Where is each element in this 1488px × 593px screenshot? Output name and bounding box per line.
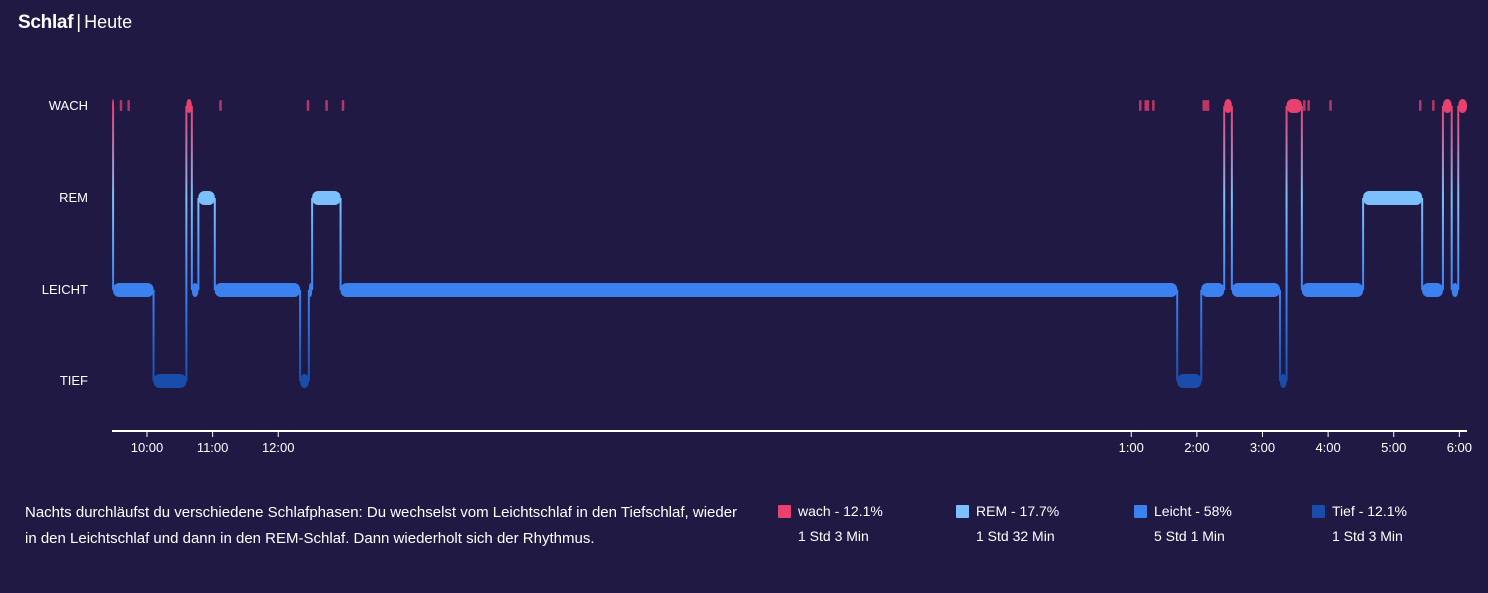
x-tick-label: 4:00 — [1315, 440, 1340, 455]
x-tick-label: 6:00 — [1447, 440, 1472, 455]
stage-segment-tief — [153, 374, 187, 388]
brief-wake-mark — [1418, 100, 1422, 111]
stage-segment-tief — [300, 374, 309, 388]
x-tick-label: 3:00 — [1250, 440, 1275, 455]
stage-segment-tief — [1177, 374, 1202, 388]
stage-segment-tief — [1279, 374, 1287, 388]
x-axis-ticks: 10:00 11:00 12:00 1:00 2:00 3:00 4:00 5:00 6:00 — [131, 431, 1472, 455]
stage-segment-leicht — [308, 283, 313, 297]
x-tick-label: 10:00 — [131, 440, 164, 455]
legend-swatch-wach — [778, 504, 791, 518]
stage-transitions — [112, 106, 1460, 382]
y-label-rem: REM — [59, 190, 88, 205]
stage-segment-wach — [112, 99, 114, 113]
legend-item-tief: Tief - 12.1% 1 Std 3 Min — [1312, 503, 1407, 544]
brief-wake-mark — [306, 100, 310, 111]
brief-wake-mark — [119, 100, 123, 111]
page-subtitle: Heute — [84, 12, 133, 32]
legend-swatch-rem — [956, 504, 969, 518]
brief-wake-mark — [1152, 100, 1155, 111]
brief-wake-mark — [1139, 100, 1142, 111]
stage-segment-wach — [1442, 99, 1452, 113]
stage-segment-leicht — [340, 283, 1178, 297]
title-separator: | — [76, 12, 82, 33]
page-header: Schlaf | Heute — [18, 12, 132, 34]
stage-segment-rem — [1363, 191, 1423, 205]
stage-segments — [112, 99, 1467, 388]
brief-wake-mark — [1307, 100, 1310, 111]
brief-wake-mark — [1329, 100, 1332, 111]
legend-item-leicht: Leicht - 58% 5 Std 1 Min — [1134, 503, 1232, 544]
stage-segment-rem — [198, 191, 215, 205]
x-tick-label: 11:00 — [197, 440, 229, 455]
legend-duration-leicht: 5 Std 1 Min — [1154, 528, 1225, 544]
legend-duration-wach: 1 Std 3 Min — [798, 528, 869, 544]
brief-wake-mark — [1303, 100, 1306, 111]
legend-item-rem: REM - 17.7% 1 Std 32 Min — [956, 503, 1059, 544]
sleep-stages-chart: WACH REM LEICHT TIEF 10:00 11:00 12:00 1:00 2:0… — [42, 98, 1472, 455]
legend-item-wach: wach - 12.1% 1 Std 3 Min — [778, 503, 883, 544]
legend-duration-tief: 1 Std 3 Min — [1332, 528, 1403, 544]
stage-segment-wach — [1224, 99, 1232, 113]
brief-wake-mark — [1204, 100, 1208, 111]
brief-wake-mark — [1146, 100, 1150, 111]
legend-label-tief: Tief - 12.1% — [1332, 503, 1407, 519]
stage-segment-leicht — [214, 283, 301, 297]
brief-wake-mark — [1206, 100, 1210, 111]
x-tick-label: 1:00 — [1119, 440, 1144, 455]
y-label-wach: WACH — [49, 98, 88, 113]
brief-wake-mark — [1432, 100, 1435, 111]
stage-segment-leicht — [1422, 283, 1443, 297]
stage-segment-leicht — [1301, 283, 1364, 297]
legend-swatch-tief — [1312, 504, 1325, 518]
legend-label-wach: wach - 12.1% — [798, 503, 883, 519]
brief-wake-mark — [341, 100, 345, 111]
x-tick-label: 12:00 — [262, 440, 295, 455]
brief-wake-mark — [325, 100, 328, 111]
brief-wake-mark — [1202, 100, 1205, 111]
x-tick-label: 5:00 — [1381, 440, 1406, 455]
stage-segment-leicht — [1451, 283, 1459, 297]
y-label-tief: TIEF — [60, 373, 88, 388]
page-title: Schlaf — [18, 12, 74, 33]
stage-segment-leicht — [113, 283, 154, 297]
chart-description: Nachts durchläufst du verschiedene Schla… — [25, 504, 738, 547]
legend-label-rem: REM - 17.7% — [976, 503, 1060, 519]
stage-segment-leicht — [191, 283, 199, 297]
legend-swatch-leicht — [1134, 504, 1147, 518]
stage-segment-wach — [186, 99, 192, 113]
legend-duration-rem: 1 Std 32 Min — [976, 528, 1055, 544]
brief-wake-mark — [127, 100, 130, 111]
y-label-leicht: LEICHT — [42, 282, 88, 297]
x-tick-label: 2:00 — [1184, 440, 1209, 455]
y-axis-labels: WACH REM LEICHT TIEF — [42, 98, 88, 388]
stage-segment-wach — [1458, 99, 1467, 113]
brief-wake-mark — [219, 100, 222, 111]
stage-segment-leicht — [1231, 283, 1280, 297]
stage-segment-wach — [1286, 99, 1302, 113]
stage-segment-leicht — [1201, 283, 1225, 297]
brief-wake-mark — [1144, 100, 1147, 111]
stage-segment-rem — [312, 191, 341, 205]
legend-label-leicht: Leicht - 58% — [1154, 503, 1232, 519]
brief-wake-events — [119, 100, 1435, 111]
